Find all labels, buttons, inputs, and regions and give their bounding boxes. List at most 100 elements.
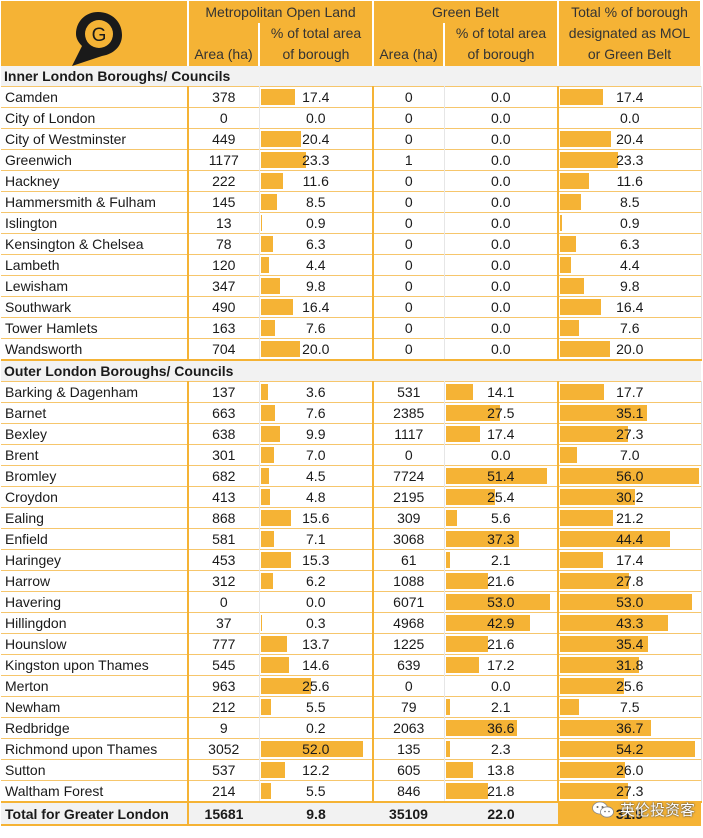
mol-pct-bar [260,215,263,231]
total-pct-cell: 16.4 [558,296,702,318]
total-pct-value: 21.2 [616,510,644,526]
gb-area-value: 0 [373,86,445,108]
mol-pct-value: 4.5 [306,468,326,484]
mol-pct-value: 17.4 [302,89,330,105]
mol-pct-cell: 4.5 [259,465,374,487]
total-pct-cell: 4.4 [558,254,702,276]
total-pct-value: 20.0 [616,341,644,357]
gb-area-value: 0 [373,212,445,234]
table-row: Sutton 537 12.2 605 13.8 26.0 [1,759,702,781]
mol-pct-bar [260,573,273,589]
gb-pct-cell: 0.0 [444,170,559,192]
mol-pct-bar [260,741,363,757]
total-pct-bar [560,131,611,147]
mol-area-value: 1177 [188,149,260,171]
gb-pct-bar [445,699,450,715]
mol-area-value: 453 [188,549,260,571]
mol-pct-value: 5.5 [306,699,326,715]
gb-pct-cell: 2.1 [444,549,559,571]
mol-area-value: 704 [188,338,260,360]
gb-area-value: 7724 [373,465,445,487]
total-pct-bar [560,783,628,799]
borough-name: Harrow [1,570,189,592]
table-row: Bexley 638 9.9 1117 17.4 27.3 [1,423,702,445]
table-row: Merton 963 25.6 0 0.0 25.6 [1,675,702,697]
total-pct-value: 7.6 [620,320,640,336]
borough-name: Hillingdon [1,612,189,634]
total-pct-value: 27.3 [616,783,644,799]
total-pct-value: 27.3 [616,426,644,442]
gb-pct-header-line1: % of total area [444,23,559,43]
gb-pct-value: 0.0 [491,152,511,168]
mol-pct-bar [260,531,275,547]
total-header-line3: or Green Belt [558,43,702,65]
borough-name: Bexley [1,423,189,445]
total-pct-cell: 17.4 [558,549,702,571]
mol-pct-bar [260,636,288,652]
total-pct-cell: 27.3 [558,423,702,445]
total-pct-bar [560,468,699,484]
gb-pct-header-line2: of borough [444,43,559,65]
total-pct-value: 7.5 [620,699,640,715]
mol-pct-value: 12.2 [302,762,330,778]
total-pct-value: 20.4 [616,131,644,147]
mol-area-value: 145 [188,191,260,213]
mol-pct-cell: 6.3 [259,233,374,255]
gb-pct-value: 13.8 [487,762,515,778]
gb-pct-cell: 0.0 [444,212,559,234]
total-pct-cell: 54.2 [558,738,702,760]
section-title: Inner London Boroughs/ Councils [1,64,701,87]
mol-pct-value: 8.5 [306,194,326,210]
gb-pct-cell: 53.0 [444,591,559,613]
mol-pct-cell: 0.2 [259,717,374,739]
table-row: Waltham Forest 214 5.5 846 21.8 27.3 [1,780,702,802]
table-row: Islington 13 0.9 0 0.0 0.9 [1,212,702,234]
total-pct-bar [560,426,628,442]
table-row: Richmond upon Thames 3052 52.0 135 2.3 54.2 [1,738,702,760]
mol-area-value: 545 [188,654,260,676]
borough-name: Greenwich [1,149,189,171]
gb-pct-bar [445,657,480,673]
gb-pct-cell: 0.0 [444,191,559,213]
mol-area-value: 868 [188,507,260,529]
borough-name: Islington [1,212,189,234]
borough-name: Richmond upon Thames [1,738,189,760]
mol-area-value: 347 [188,275,260,297]
mol-pct-value: 7.6 [306,320,326,336]
mol-pct-bar [260,194,278,210]
mol-area-value: 537 [188,759,260,781]
total-pct-value: 56.0 [616,468,644,484]
total-pct-cell: 25.6 [558,675,702,697]
table-row: Croydon 413 4.8 2195 25.4 30.2 [1,486,702,508]
table-row: Hackney 222 11.6 0 0.0 11.6 [1,170,702,192]
borough-name: Croydon [1,486,189,508]
mol-pct-bar [260,278,280,294]
gb-pct-cell: 51.4 [444,465,559,487]
mol-pct-value: 14.6 [302,657,330,673]
total-pct-cell: 7.6 [558,317,702,339]
total-pct-cell: 26.0 [558,759,702,781]
total-pct-bar [560,510,613,526]
gb-pct-value: 0.0 [491,447,511,463]
total-pct-cell: 7.5 [558,696,702,718]
total-mol-area: 15681 [188,801,259,826]
table-row: Newham 212 5.5 79 2.1 7.5 [1,696,702,718]
gb-area-value: 0 [373,338,445,360]
total-pct-bar [560,384,604,400]
gb-pct-value: 0.0 [491,341,511,357]
gb-pct-cell: 17.2 [444,654,559,676]
header-row-3: of borough of borough or Green Belt [1,43,702,65]
total-pct-value: 26.0 [616,762,644,778]
gb-pct-bar [445,531,519,547]
total-pct-cell: 56.0 [558,465,702,487]
mol-pct-value: 0.0 [306,110,326,126]
gb-pct-cell: 21.6 [444,570,559,592]
gb-pct-cell: 21.6 [444,633,559,655]
table-row: Southwark 490 16.4 0 0.0 16.4 [1,296,702,318]
total-pct-value: 36.7 [616,720,644,736]
mol-area-value: 163 [188,317,260,339]
mol-pct-value: 20.0 [302,341,330,357]
mol-pct-value: 0.0 [306,594,326,610]
mol-pct-cell: 0.0 [259,591,374,613]
mol-pct-cell: 0.3 [259,612,374,634]
